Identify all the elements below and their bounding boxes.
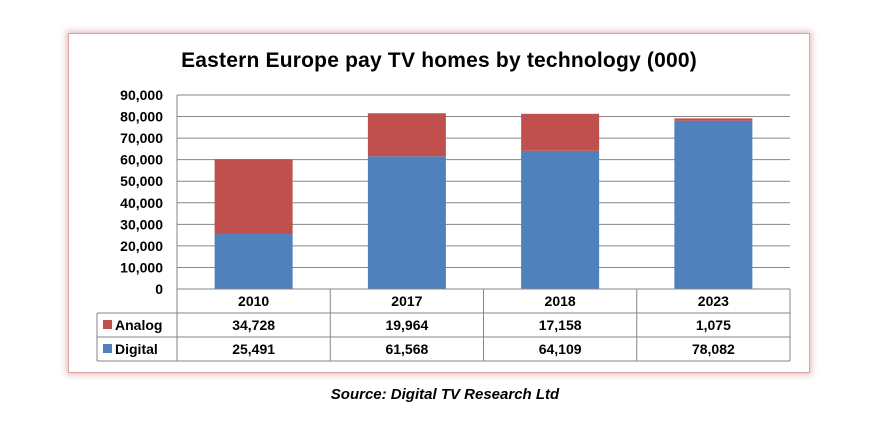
y-tick-label: 50,000	[120, 173, 163, 189]
bar-analog-2017	[367, 113, 446, 157]
bar-digital-2010	[214, 234, 293, 289]
y-tick-label: 20,000	[120, 238, 163, 254]
bar-analog-2018	[521, 113, 600, 151]
data-label-analog: 17,158	[539, 317, 582, 333]
bar-digital-2023	[674, 120, 753, 289]
y-tick-label: 60,000	[120, 152, 163, 168]
legend-label-analog: Analog	[115, 317, 162, 333]
data-label-digital: 61,568	[385, 341, 428, 357]
y-tick-label: 70,000	[120, 130, 163, 146]
data-label-digital: 25,491	[232, 341, 275, 357]
data-label-digital: 64,109	[539, 341, 582, 357]
x-tick-label: 2018	[545, 293, 576, 309]
y-tick-label: 10,000	[120, 259, 163, 275]
y-tick-label: 40,000	[120, 195, 163, 211]
x-tick-label: 2023	[698, 293, 729, 309]
y-tick-label: 90,000	[120, 87, 163, 103]
legend-label-digital: Digital	[115, 341, 158, 357]
legend-key-analog	[103, 320, 112, 329]
legend-key-digital	[103, 344, 112, 353]
source-note: Source: Digital TV Research Ltd	[330, 386, 560, 403]
y-tick-label: 30,000	[120, 216, 163, 232]
data-label-digital: 78,082	[692, 341, 735, 357]
y-tick-label: 80,000	[120, 109, 163, 125]
chart-title: Eastern Europe pay TV homes by technolog…	[181, 49, 697, 72]
data-label-analog: 34,728	[232, 317, 275, 333]
bar-digital-2018	[521, 150, 600, 289]
bar-analog-2010	[214, 159, 293, 235]
bar-digital-2017	[367, 156, 446, 289]
y-tick-label: 0	[155, 281, 163, 297]
x-tick-label: 2017	[391, 293, 422, 309]
x-tick-label: 2010	[238, 293, 269, 309]
bar-analog-2023	[674, 118, 753, 121]
data-label-analog: 19,964	[385, 317, 428, 333]
data-label-analog: 1,075	[696, 317, 731, 333]
